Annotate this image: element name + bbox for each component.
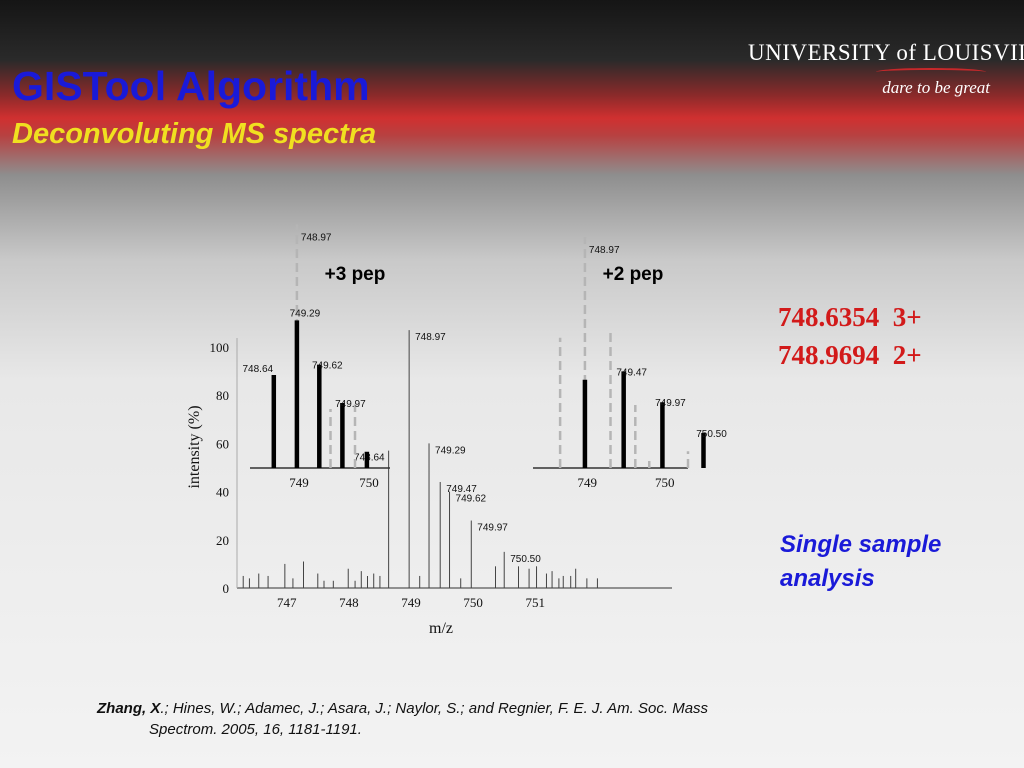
main-peak-label: 748.64 — [354, 453, 385, 464]
main-peak-label: 749.29 — [435, 445, 466, 456]
main-peak-label: 748.97 — [415, 332, 446, 343]
inset-3-theoretical-peak-label: 748.97 — [301, 232, 332, 243]
inset-3-peak-label: 749.29 — [290, 308, 321, 319]
inset-3-x-tick-label: 750 — [359, 475, 379, 490]
main-y-tick-label: 20 — [216, 533, 229, 548]
university-logo: UNIVERSITY of LOUISVILLE. dare to be gre… — [748, 40, 1024, 100]
citation: Zhang, X.; Hines, W.; Adamec, J.; Asara,… — [97, 698, 817, 740]
main-y-tick-label: 0 — [223, 581, 230, 596]
main-x-tick-label: 749 — [401, 595, 421, 610]
logo-wordmark: UNIVERSITY of LOUISVILLE. — [748, 40, 1024, 65]
logo-tagline: dare to be great — [882, 78, 990, 97]
charge-state-3plus: 748.6354 3+ — [778, 302, 922, 332]
citation-text-2: Spectrom. 2005, 16, 1181-1191. — [149, 721, 362, 738]
main-peak-label: 749.47 — [446, 484, 477, 495]
inset-3-peak-label: 749.97 — [335, 399, 366, 410]
main-y-tick-label: 100 — [210, 340, 230, 355]
main-peak-label: 750.50 — [510, 554, 541, 565]
main-x-tick-label: 747 — [277, 595, 297, 610]
citation-authors: Zhang, X — [97, 700, 161, 717]
logo-swoosh-icon — [876, 68, 986, 76]
main-peak-label: 749.62 — [456, 494, 487, 505]
main-x-tick-label: 751 — [526, 595, 546, 610]
inset-3-peak-label: 748.64 — [243, 364, 274, 375]
inset-2-title: +2 pep — [603, 264, 664, 285]
main-y-tick-label: 60 — [216, 436, 229, 451]
main-y-tick-label: 40 — [216, 485, 229, 500]
inset-3-title: +3 pep — [325, 264, 386, 285]
inset-3-x-tick-label: 749 — [289, 475, 309, 490]
main-x-tick-label: 750 — [463, 595, 483, 610]
citation-text-1: .; Hines, W.; Adamec, J.; Asara, J.; Nay… — [160, 700, 709, 717]
inset-3-peak-label: 749.62 — [312, 361, 343, 372]
analysis-note-line2: analysis — [780, 565, 875, 592]
inset-2-peak-label: 749.47 — [616, 367, 647, 378]
inset-2-peak-label: 750.50 — [696, 429, 727, 440]
main-peak-label: 749.97 — [477, 523, 508, 534]
main-x-axis-label: m/z — [429, 620, 453, 637]
inset-2-theoretical-peak-label: 748.97 — [589, 245, 620, 256]
analysis-note-line1: Single sample — [780, 531, 942, 558]
slide-title: GISTool Algorithm — [12, 63, 370, 109]
main-x-tick-label: 748 — [339, 595, 359, 610]
main-y-tick-label: 80 — [216, 388, 229, 403]
inset-2-peak-label: 749.97 — [655, 398, 686, 409]
inset-2-x-tick-label: 749 — [578, 475, 598, 490]
charge-state-2plus: 748.9694 2+ — [778, 340, 922, 370]
inset-2-x-tick-label: 750 — [655, 475, 675, 490]
main-y-axis-label: intensity (%) — [186, 405, 203, 488]
slide-subtitle: Deconvoluting MS spectra — [12, 118, 377, 150]
